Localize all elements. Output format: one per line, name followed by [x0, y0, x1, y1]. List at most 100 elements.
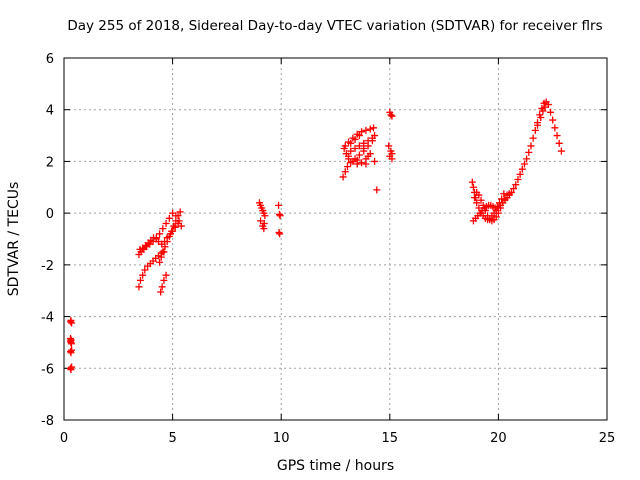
data-point: [165, 232, 173, 240]
data-point: [135, 283, 143, 291]
data-point: [360, 145, 368, 152]
data-point: [162, 219, 170, 227]
data-point: [484, 212, 492, 220]
data-point: [358, 128, 366, 136]
data-point: [68, 319, 76, 327]
data-point: [353, 156, 361, 164]
data-point: [473, 199, 481, 207]
data-point: [174, 212, 182, 220]
data-point: [275, 229, 283, 237]
data-point: [366, 125, 374, 133]
data-point: [157, 288, 165, 296]
data-point: [340, 145, 348, 152]
data-point: [475, 191, 483, 199]
data-point: [351, 135, 359, 143]
data-point: [555, 139, 563, 147]
x-tick-label: 0: [60, 431, 68, 446]
data-point: [388, 150, 396, 158]
x-tick-label: 15: [382, 431, 399, 446]
data-point: [362, 160, 370, 168]
data-point: [388, 112, 396, 120]
data-point: [364, 137, 372, 145]
data-point: [172, 217, 180, 225]
data-point: [275, 201, 283, 209]
data-point: [469, 183, 477, 191]
data-point: [260, 219, 268, 227]
x-tick-label: 20: [490, 431, 507, 446]
x-tick-label: 5: [168, 431, 176, 446]
data-point: [370, 124, 378, 132]
data-point: [157, 253, 165, 261]
data-point: [479, 201, 487, 209]
data-point: [168, 227, 176, 235]
data-point: [533, 121, 541, 129]
data-point: [159, 225, 167, 233]
x-tick-label: 25: [599, 431, 616, 446]
data-point: [364, 152, 372, 160]
x-tick-label: 10: [273, 431, 290, 446]
y-tick-label: 6: [46, 52, 54, 67]
data-point: [165, 214, 173, 222]
data-point: [341, 168, 349, 176]
data-point: [171, 223, 179, 231]
data-point: [492, 213, 500, 221]
data-point: [141, 266, 149, 274]
data-point: [516, 170, 524, 178]
data-point: [176, 208, 184, 216]
data-point: [531, 126, 539, 134]
data-point: [257, 217, 265, 225]
data-point: [139, 271, 147, 279]
data-point: [67, 340, 75, 348]
y-tick-label: -8: [41, 414, 54, 429]
data-point: [539, 107, 547, 115]
data-point: [499, 199, 507, 207]
data-point: [276, 230, 284, 238]
data-point: [68, 363, 76, 371]
data-point: [549, 116, 557, 124]
data-point: [349, 157, 357, 165]
data-point: [275, 210, 283, 218]
data-point: [177, 222, 185, 230]
data-point: [551, 124, 559, 132]
y-tick-label: -2: [41, 259, 54, 274]
data-point: [520, 160, 528, 168]
data-point: [468, 178, 476, 186]
y-tick-label: 0: [46, 207, 54, 222]
data-point: [136, 276, 144, 284]
data-point: [170, 222, 178, 230]
data-point: [68, 346, 76, 354]
y-tick-label: 4: [46, 104, 54, 119]
y-tick-label: -6: [41, 362, 54, 377]
data-point: [537, 113, 545, 121]
data-point: [152, 234, 160, 242]
data-point: [343, 163, 351, 171]
data-point: [527, 142, 535, 150]
data-point: [525, 148, 533, 156]
data-point: [557, 147, 565, 155]
data-point: [160, 276, 168, 284]
data-point: [512, 181, 520, 189]
data-point: [351, 145, 359, 152]
data-point: [156, 258, 164, 266]
data-point: [162, 271, 170, 279]
data-point: [385, 142, 393, 150]
data-point: [345, 155, 353, 163]
data-point: [347, 147, 355, 155]
x-axis-label: GPS time / hours: [277, 458, 394, 474]
data-point: [493, 203, 501, 211]
y-axis-label: SDTVAR / TECUs: [6, 182, 22, 297]
data-point: [529, 134, 537, 142]
data-point: [510, 185, 518, 193]
data-point: [156, 230, 164, 238]
data-point: [523, 155, 531, 163]
data-point: [358, 159, 366, 167]
data-point: [355, 132, 363, 140]
data-point: [159, 248, 167, 256]
data-point: [477, 196, 485, 204]
data-point: [161, 243, 169, 251]
data-point: [347, 139, 355, 147]
data-point: [355, 142, 363, 150]
data-point: [339, 173, 347, 181]
data-point: [497, 204, 505, 212]
data-point: [276, 212, 284, 220]
